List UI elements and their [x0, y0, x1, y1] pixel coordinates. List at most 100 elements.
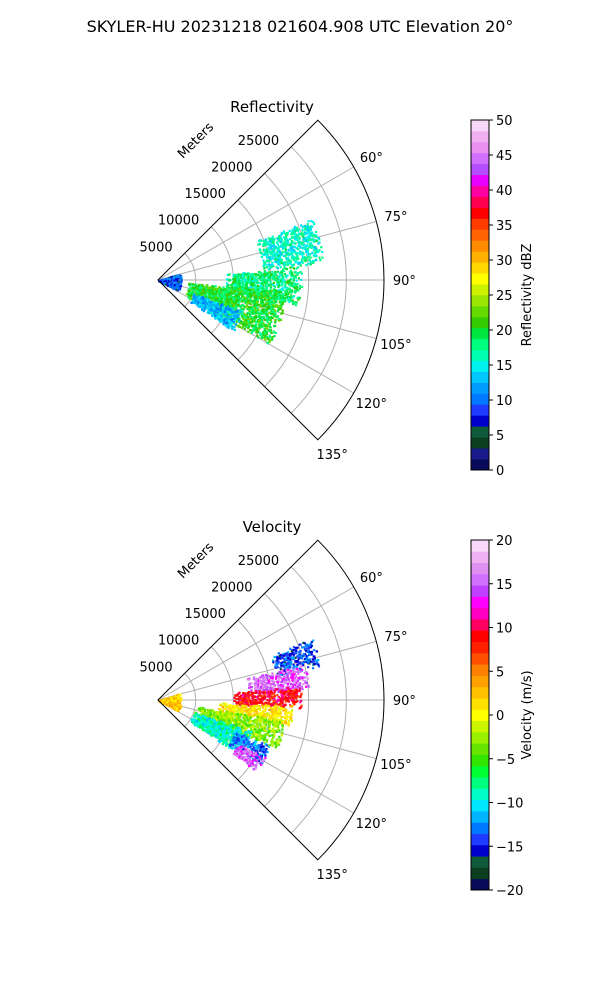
azimuth-tick-label: 90° — [393, 274, 416, 289]
echo-gate — [250, 294, 252, 296]
echo-gate — [276, 247, 278, 249]
echo-gate — [299, 297, 301, 299]
echo-gate — [300, 644, 302, 646]
echo-gate — [234, 329, 236, 331]
echo-gate — [277, 243, 279, 245]
echo-gate — [269, 238, 271, 240]
echo-gate — [256, 293, 258, 295]
echo-gate — [215, 317, 217, 319]
echo-gate — [290, 676, 292, 678]
echo-gate — [307, 651, 309, 653]
panel-1: Velocity60°75°90°105°120°135°50001000015… — [140, 518, 535, 899]
echo-gate — [280, 684, 282, 686]
echo-gate — [291, 290, 293, 292]
echo-gate — [192, 291, 194, 293]
echo-gate — [290, 697, 292, 699]
echo-gate — [262, 309, 264, 311]
echo-gate — [260, 702, 262, 704]
echo-gate — [269, 298, 271, 300]
echo-gate — [255, 304, 257, 306]
echo-gate — [257, 695, 259, 697]
echo-gate — [174, 284, 176, 286]
echo-gate — [242, 272, 244, 274]
echo-gate — [274, 314, 276, 316]
echo-gate — [274, 279, 276, 281]
echo-gate — [288, 678, 290, 680]
echo-gate — [268, 694, 270, 696]
colorbar-swatch — [471, 229, 489, 240]
echo-gate — [264, 695, 266, 697]
echo-gate — [212, 306, 214, 308]
echo-gate — [217, 318, 219, 320]
echo-gate — [275, 261, 277, 263]
echo-gate — [268, 700, 270, 702]
echo-gate — [286, 281, 288, 283]
echo-gate — [277, 674, 279, 676]
echo-gate — [278, 277, 280, 279]
echo-gate — [302, 662, 304, 664]
echo-gate — [270, 319, 272, 321]
echo-gate — [304, 225, 306, 227]
echo-gate — [253, 700, 255, 702]
echo-gate — [197, 297, 199, 299]
echo-gate — [229, 279, 231, 281]
echo-gate — [289, 267, 291, 269]
echo-gate — [275, 299, 277, 301]
echo-gate — [270, 247, 272, 249]
echo-gate — [291, 240, 293, 242]
echo-gate — [250, 286, 252, 288]
echo-gate — [286, 274, 288, 276]
echo-gate — [243, 696, 245, 698]
echo-gate — [228, 273, 230, 275]
echo-gate — [266, 684, 268, 686]
echo-gate — [293, 694, 295, 696]
echo-gate — [266, 692, 268, 694]
echo-gate — [280, 271, 282, 273]
echo-gate — [264, 276, 266, 278]
echo-gate — [281, 300, 283, 302]
echo-gate — [221, 289, 223, 291]
echo-gate — [281, 694, 283, 696]
echo-gate — [246, 282, 248, 284]
echo-gate — [245, 293, 247, 295]
echo-gate — [238, 326, 240, 328]
echo-gate — [266, 331, 268, 333]
echo-gate — [301, 254, 303, 256]
echo-gate — [286, 268, 288, 270]
echo-gate — [206, 299, 208, 301]
echo-gate — [292, 251, 294, 253]
colorbar-tick-label: 35 — [496, 219, 513, 234]
echo-gate — [313, 661, 315, 663]
echo-gate — [286, 671, 288, 673]
figure-title: SKYLER-HU 20231218 021604.908 UTC Elevat… — [87, 17, 514, 36]
echo-gate — [297, 248, 299, 250]
echo-gate — [239, 702, 241, 704]
echo-gate — [264, 337, 266, 339]
echo-gate — [254, 688, 256, 690]
range-tick-label: 15000 — [185, 187, 226, 202]
echo-gate — [254, 325, 256, 327]
echo-gate — [255, 309, 257, 311]
echo-gate — [283, 299, 285, 301]
colorbar-swatch — [471, 175, 489, 186]
echo-gate — [233, 297, 235, 299]
echo-gate — [305, 659, 307, 661]
echo-gate — [270, 691, 272, 693]
colorbar-swatch — [471, 218, 489, 229]
echo-gate — [229, 324, 231, 326]
echo-gate — [258, 240, 260, 242]
echo-gate — [233, 321, 235, 323]
echo-gate — [289, 260, 291, 262]
echo-gate — [232, 318, 234, 320]
echo-gate — [217, 308, 219, 310]
echo-gate — [296, 286, 298, 288]
echo-gate — [189, 283, 191, 285]
echo-gate — [267, 686, 269, 688]
echo-gate — [308, 645, 310, 647]
echo-gate — [306, 251, 308, 253]
echo-gate — [291, 236, 293, 238]
echo-gate — [242, 699, 244, 701]
echo-gate — [277, 305, 279, 307]
echo-gate — [254, 285, 256, 287]
